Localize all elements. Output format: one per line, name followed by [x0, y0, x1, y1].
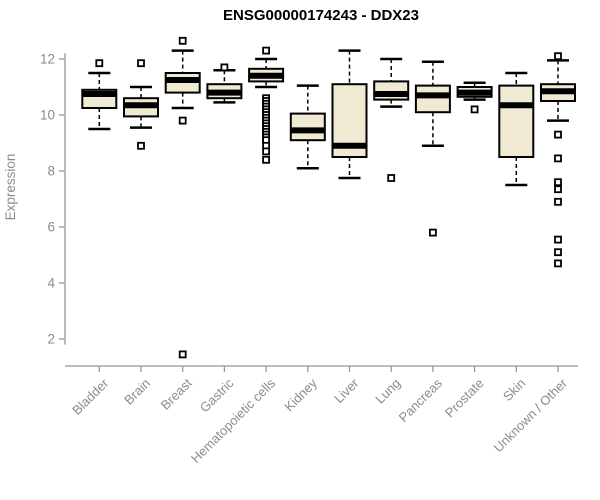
box-hematopoietic-cells [248, 46, 285, 164]
x-tick-label-unknown-other: Unknown / Other [491, 375, 571, 455]
x-tick-label-pancreas: Pancreas [396, 375, 446, 425]
outlier-point [554, 185, 562, 194]
y-tick-label: 6 [47, 220, 55, 235]
iqr-box [414, 84, 451, 114]
outlier-point [137, 141, 145, 150]
y-tick-label: 2 [47, 332, 55, 347]
y-tick-label: 12 [40, 52, 55, 67]
outlier-point [554, 154, 562, 163]
outlier-point [554, 259, 562, 268]
outlier-point [178, 116, 187, 125]
chart-title: ENSG00000174243 - DDX23 [223, 7, 419, 24]
x-tick-label-brain: Brain [121, 376, 153, 408]
outlier-point [554, 248, 562, 257]
outlier-point [554, 178, 562, 187]
box-bladder [81, 59, 118, 131]
outlier-point [262, 155, 271, 164]
x-tick-label-gastric: Gastric [197, 375, 237, 415]
box-gastric [206, 63, 243, 104]
outlier-point [220, 63, 229, 72]
outlier-point [262, 147, 271, 156]
outlier-point [554, 235, 562, 244]
x-tick-label-liver: Liver [331, 375, 362, 406]
y-tick-label: 8 [47, 164, 55, 179]
y-tick-label: 10 [40, 108, 55, 123]
outlier-point [554, 52, 562, 61]
outlier-point [137, 59, 145, 68]
outlier-point [428, 228, 437, 237]
outlier-point [178, 36, 187, 45]
iqr-box [289, 112, 326, 142]
x-tick-label-bladder: Bladder [69, 375, 112, 418]
outlier-point [95, 59, 104, 68]
outlier-point [262, 46, 271, 55]
outlier-point [554, 130, 562, 139]
axes [59, 53, 578, 372]
box-kidney [289, 84, 326, 170]
box-unknown-other [540, 52, 576, 268]
box-brain [123, 59, 159, 150]
outlier-point [178, 350, 187, 359]
x-tick-label-lung: Lung [372, 376, 403, 407]
x-tick-label-skin: Skin [500, 376, 528, 404]
y-axis-title: Expression [3, 154, 18, 221]
box-lung [373, 57, 410, 182]
outlier-point [554, 197, 562, 206]
x-tick-label-prostate: Prostate [442, 376, 487, 421]
box-skin [498, 71, 535, 187]
box-pancreas [414, 60, 451, 237]
x-tick-label-kidney: Kidney [281, 375, 320, 414]
box-prostate [456, 81, 493, 114]
outlier-point [470, 105, 479, 114]
box-breast [164, 36, 201, 359]
y-tick-label: 4 [47, 276, 55, 291]
x-tick-label-breast: Breast [158, 375, 195, 412]
iqr-box [498, 84, 535, 158]
box-liver [331, 49, 368, 180]
outlier-point [387, 174, 396, 182]
